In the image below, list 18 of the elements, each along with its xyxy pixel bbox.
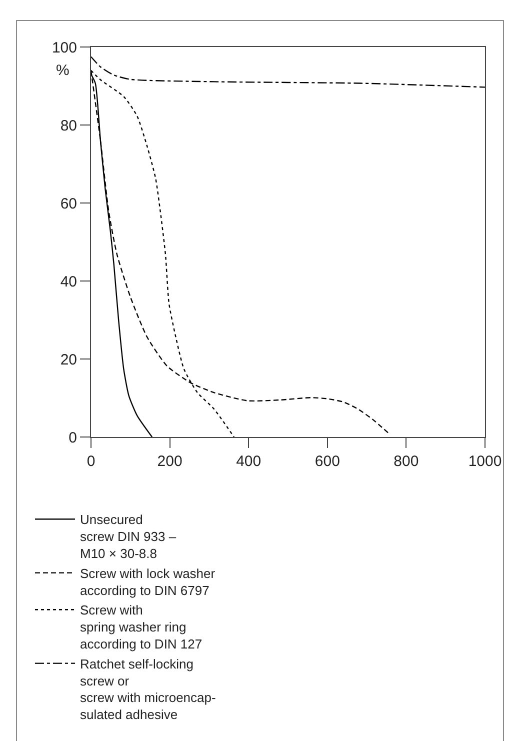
y-tick-label: 20 xyxy=(60,351,77,368)
line-series xyxy=(91,56,485,88)
x-tick-label: 600 xyxy=(314,453,340,470)
x-tick-label: 200 xyxy=(157,453,182,470)
x-tick-label: 400 xyxy=(236,453,262,470)
y-tick-label: 100 xyxy=(52,39,77,56)
y-tick-label: 0 xyxy=(68,429,77,446)
y-tick-label: 40 xyxy=(60,273,77,290)
legend-label: Screw with lock washer according to DIN 6797 xyxy=(80,566,216,598)
x-tick-label: 800 xyxy=(394,453,419,470)
legend-label: Ratchet self-locking screw or screw with microencap- sulated adhesive xyxy=(80,656,216,722)
legend-label: Screw with spring washer ring according to DIN 127 xyxy=(80,602,202,652)
legend-label: Unsecured screw DIN 933 – M10 × 30-8.8 xyxy=(80,512,177,561)
x-tick-label: 0 xyxy=(86,453,96,470)
x-tick-label: 1000 xyxy=(468,453,502,470)
y-tick-label: 60 xyxy=(60,195,77,212)
y-tick-label: 80 xyxy=(60,117,77,134)
y-axis-title: % xyxy=(56,62,70,79)
